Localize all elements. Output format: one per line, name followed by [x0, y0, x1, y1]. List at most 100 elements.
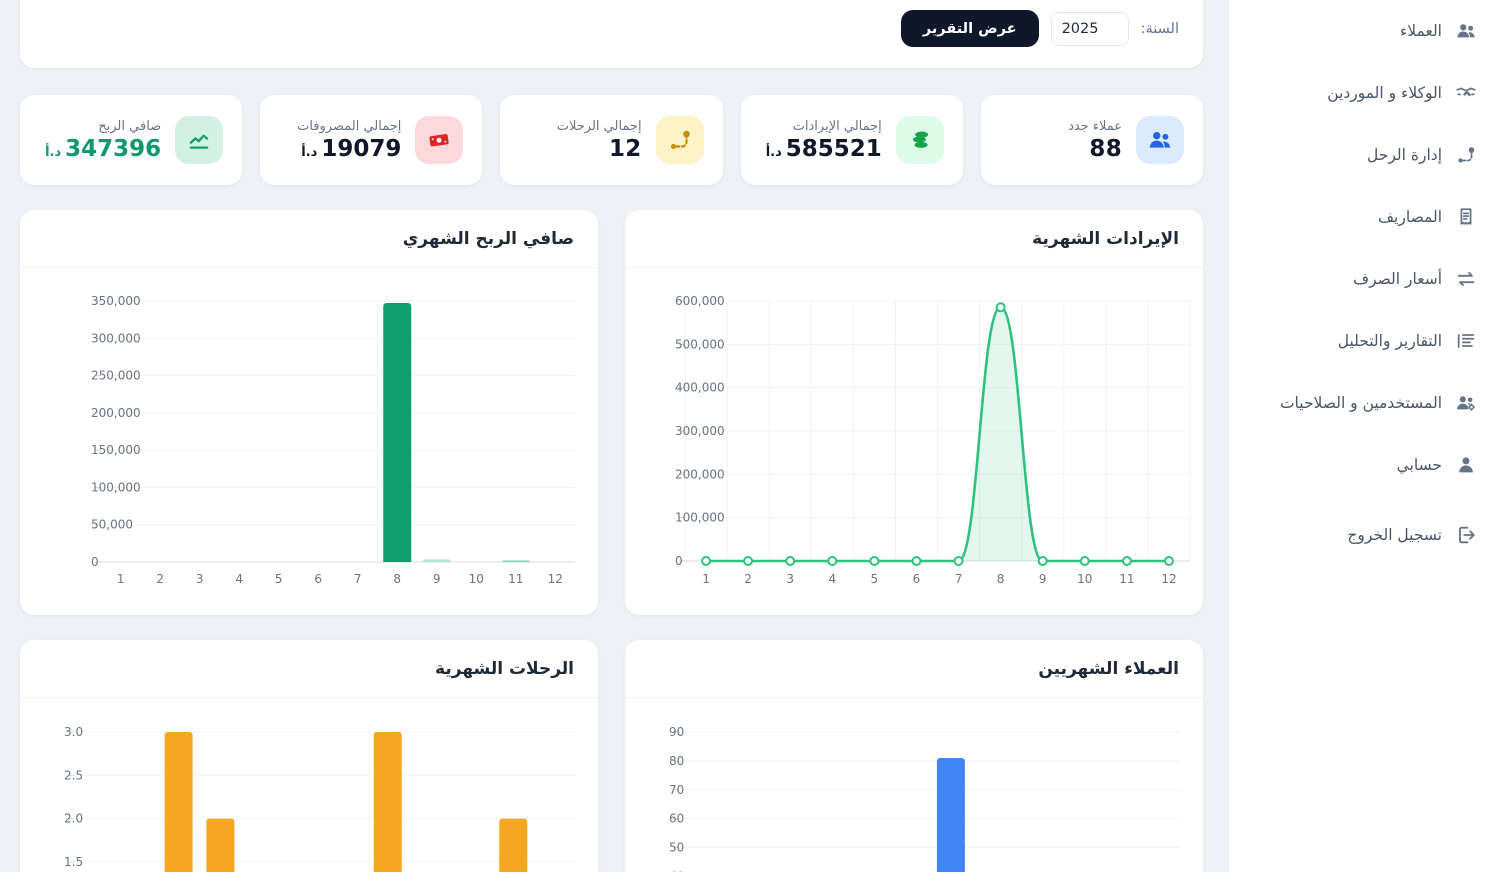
svg-text:5: 5: [871, 572, 879, 586]
route-icon: [655, 116, 704, 164]
sidebar-item-expenses[interactable]: المصاريف: [1229, 186, 1510, 248]
svg-text:6: 6: [913, 572, 921, 586]
stat-value: 347396د.أ: [45, 135, 162, 162]
svg-text:300,000: 300,000: [91, 331, 141, 345]
svg-text:10: 10: [1077, 572, 1092, 586]
svg-text:70: 70: [669, 783, 684, 797]
monthly-trips-chart-card: الرحلات الشهرية 0.00.51.01.52.02.53.0123…: [20, 640, 598, 872]
users-gear-icon: [1455, 392, 1477, 414]
sidebar-item-label: إدارة الرحل: [1367, 146, 1442, 164]
svg-text:0: 0: [91, 555, 99, 569]
svg-text:0: 0: [675, 554, 683, 568]
chart-header: صافي الربح الشهري: [20, 210, 598, 268]
users-icon: [1136, 116, 1184, 164]
svg-text:100,000: 100,000: [91, 480, 141, 494]
receipt-icon: [1455, 206, 1477, 228]
svg-text:100,000: 100,000: [675, 511, 725, 525]
svg-text:50,000: 50,000: [91, 518, 133, 532]
chart-title: صافي الربح الشهري: [402, 228, 574, 249]
sidebar-item-label: العملاء: [1399, 22, 1442, 40]
svg-text:150,000: 150,000: [91, 443, 141, 457]
svg-text:50: 50: [669, 841, 684, 855]
svg-text:7: 7: [955, 572, 963, 586]
stats-row: عملاء جدد 88 إجمالي الإيرادات 585521د.أ …: [19, 95, 1203, 185]
sidebar-item-logout[interactable]: تسجيل الخروج: [1229, 504, 1510, 566]
chart-title: العملاء الشهريين: [1038, 658, 1179, 679]
sidebar-item-label: أسعار الصرف: [1353, 270, 1442, 288]
route-icon: [1455, 144, 1477, 166]
sidebar-item-label: التقارير والتحليل: [1337, 332, 1442, 350]
sidebar-item-reports-analysis[interactable]: التقارير والتحليل: [1229, 310, 1510, 372]
report-icon: [1455, 330, 1477, 352]
stat-label: عملاء جدد: [1068, 118, 1122, 134]
svg-text:9: 9: [1039, 572, 1047, 586]
svg-text:3.0: 3.0: [64, 725, 83, 739]
stat-value: 585521د.أ: [765, 135, 882, 162]
coins-icon: [895, 116, 944, 164]
sidebar-item-label: حسابي: [1396, 456, 1442, 474]
chart-header: الإيرادات الشهرية: [625, 210, 1203, 268]
svg-text:350,000: 350,000: [91, 294, 141, 308]
svg-text:500,000: 500,000: [675, 337, 725, 351]
sidebar-item-users-permissions[interactable]: المستخدمين و الصلاحيات: [1229, 372, 1510, 434]
users-icon: [1455, 20, 1477, 42]
year-input[interactable]: [1050, 11, 1129, 46]
stat-card-total-revenue: إجمالي الإيرادات 585521د.أ: [740, 95, 963, 185]
sidebar-item-customers[interactable]: العملاء: [1229, 0, 1510, 62]
svg-text:2.0: 2.0: [64, 812, 83, 826]
monthly-revenue-chart: 0 100,000 200,000 300,000 400,000 500,000 600,…: [675, 294, 1191, 586]
svg-text:11: 11: [508, 572, 523, 586]
svg-text:3: 3: [786, 572, 794, 586]
view-report-button[interactable]: عرض التقرير: [900, 10, 1039, 47]
user-icon: [1455, 454, 1477, 476]
monthly-revenue-chart-card: الإيرادات الشهرية 0 100,000 200,000 300,000…: [625, 210, 1203, 615]
sidebar-item-agents-suppliers[interactable]: الوكلاء و الموردين: [1229, 62, 1510, 124]
svg-text:80: 80: [669, 754, 684, 768]
monthly-net-profit-chart: 0 50,000 100,000 150,000 200,000 250,000 300,0…: [91, 294, 575, 586]
monthly-net-profit-chart-card: صافي الربح الشهري 0 50,000 100,000 150,000 2…: [20, 210, 598, 615]
monthly-customers-chart-card: العملاء الشهريين 01020304050607080901234…: [625, 640, 1203, 872]
svg-text:1: 1: [702, 572, 710, 586]
stat-label: إجمالي الرحلات: [556, 118, 642, 134]
chart-header: الرحلات الشهرية: [20, 640, 598, 698]
sidebar-item-label: تسجيل الخروج: [1347, 526, 1442, 544]
stat-card-new-customers: عملاء جدد 88: [980, 95, 1203, 185]
sidebar-item-trip-management[interactable]: إدارة الرحل: [1229, 124, 1510, 186]
svg-text:7: 7: [354, 572, 362, 586]
svg-text:8: 8: [393, 572, 401, 586]
svg-text:2.5: 2.5: [64, 768, 83, 782]
handshake-icon: [1455, 82, 1477, 104]
svg-text:1: 1: [117, 572, 125, 586]
svg-text:9: 9: [433, 572, 441, 586]
report-toolbar-card: السنة: عرض التقرير: [20, 0, 1203, 68]
stat-card-total-trips: إجمالي الرحلات 12: [500, 95, 723, 185]
svg-text:1.5: 1.5: [64, 855, 83, 869]
logout-icon: [1455, 524, 1477, 546]
stat-value: 88: [1089, 135, 1122, 162]
year-label: السنة:: [1140, 20, 1179, 37]
svg-text:40: 40: [669, 869, 684, 872]
stat-card-net-profit: صافي الربح 347396د.أ: [19, 95, 243, 185]
svg-text:4: 4: [235, 572, 243, 586]
svg-text:90: 90: [669, 725, 684, 739]
main-content: السنة: عرض التقرير عملاء جدد 88 إجمالي ا…: [19, 0, 1203, 872]
chart-title: الإيرادات الشهرية: [1032, 228, 1179, 249]
svg-text:250,000: 250,000: [91, 369, 141, 383]
svg-text:2: 2: [744, 572, 752, 586]
stat-label: إجمالي المصروفات: [297, 118, 402, 134]
svg-text:4: 4: [828, 572, 836, 586]
svg-text:12: 12: [548, 572, 563, 586]
sidebar-item-my-account[interactable]: حسابي: [1229, 434, 1510, 496]
svg-text:3: 3: [196, 572, 204, 586]
sidebar-item-label: المستخدمين و الصلاحيات: [1279, 394, 1442, 412]
chart-title: الرحلات الشهرية: [435, 658, 574, 679]
cash-icon: [415, 116, 464, 164]
stat-label: إجمالي الإيرادات: [792, 118, 882, 134]
sidebar-item-exchange-rates[interactable]: أسعار الصرف: [1229, 248, 1510, 310]
svg-text:400,000: 400,000: [675, 381, 725, 395]
svg-text:12: 12: [1161, 572, 1176, 586]
svg-text:600,000: 600,000: [675, 294, 725, 308]
svg-text:6: 6: [314, 572, 322, 586]
